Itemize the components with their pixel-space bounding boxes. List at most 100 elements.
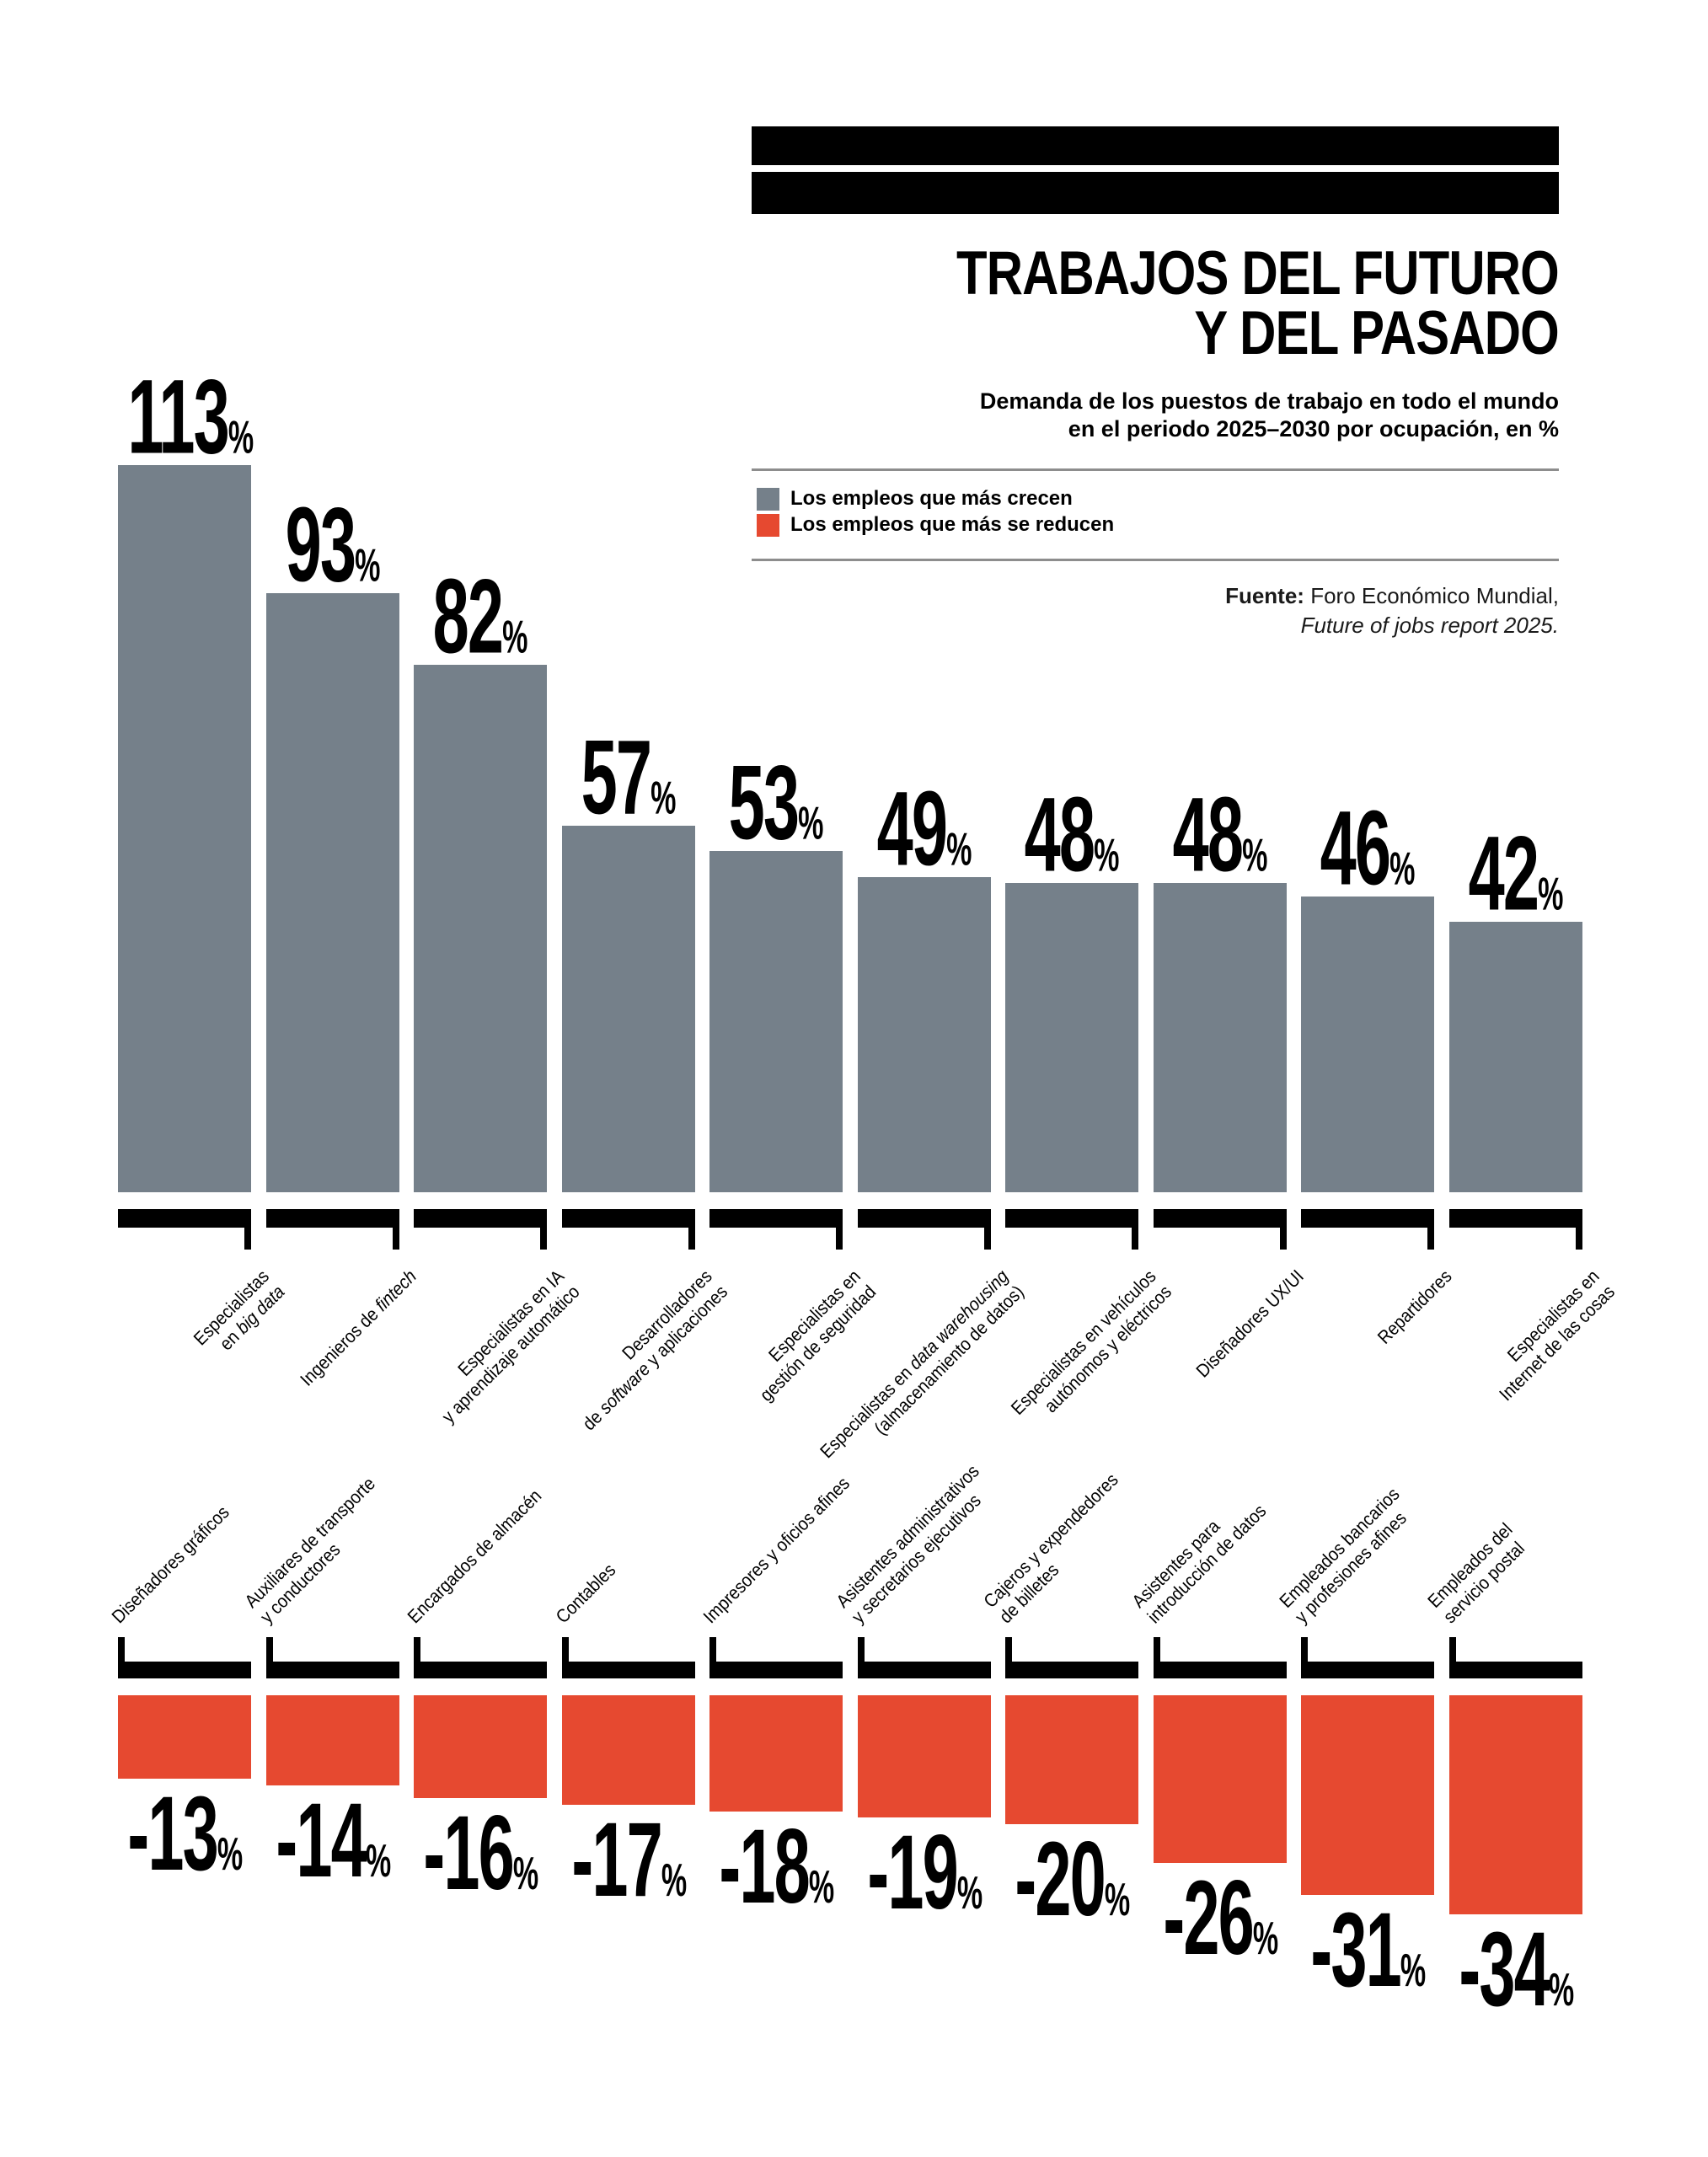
legend-label-shrink: Los empleos que más se reducen: [790, 513, 1115, 536]
decline-bar: [1153, 1695, 1287, 1863]
header-black-bar-top: [752, 126, 1559, 165]
axis-bracket-tick: [1132, 1209, 1138, 1250]
decline-bar: [857, 1695, 991, 1817]
grow-value-label: 46%: [1320, 789, 1416, 907]
legend-swatch-grow: [757, 487, 779, 511]
source-note: Fuente: Foro Económico Mundial, Future o…: [1225, 581, 1559, 640]
legend-rule-top: [752, 468, 1559, 471]
axis-bracket: [709, 1209, 843, 1228]
legend: Los empleos que más crecen Los empleos q…: [757, 487, 1114, 539]
source-label: Fuente:: [1225, 583, 1304, 608]
grow-value-label: 57%: [581, 719, 676, 837]
axis-bracket-tick: [392, 1209, 399, 1250]
axis-bracket: [118, 1662, 251, 1678]
grow-bar: [414, 665, 547, 1192]
percent-sign: %: [1104, 1873, 1131, 1925]
grow-bar: [118, 465, 251, 1192]
category-label: Impresores y oficios afines: [699, 1472, 854, 1628]
axis-bracket: [857, 1209, 991, 1228]
axis-bracket-tick: [1448, 1637, 1456, 1678]
category-label: Especialistas en Internet de las cosas: [1495, 1266, 1620, 1405]
grow-value-label: 48%: [1024, 776, 1120, 894]
axis-bracket-tick: [561, 1637, 569, 1678]
decline-value-label: -14%: [275, 1782, 391, 1899]
legend-label-grow: Los empleos que más crecen: [790, 487, 1073, 510]
grow-value-label: 93%: [285, 486, 380, 604]
grow-bar: [1448, 922, 1582, 1192]
axis-bracket-tick: [1301, 1637, 1308, 1678]
axis-bracket: [1448, 1209, 1582, 1228]
page-title-line1: TRABAJOS DEL FUTURO: [956, 239, 1560, 308]
category-label: Asistentes para introducción de datos: [1127, 1500, 1270, 1628]
category-label: Cajeros y expendedores de billetes: [979, 1469, 1122, 1628]
axis-bracket: [1301, 1662, 1434, 1678]
axis-bracket-tick: [983, 1209, 991, 1250]
grow-value-label: 42%: [1468, 815, 1563, 933]
decline-value-label: -26%: [1162, 1860, 1278, 1977]
axis-bracket-tick: [118, 1637, 125, 1678]
grow-bar: [857, 877, 991, 1192]
grow-bar: [1005, 883, 1138, 1192]
axis-bracket: [414, 1662, 547, 1678]
decline-value-label: -19%: [866, 1814, 983, 1931]
grow-bar: [265, 593, 399, 1192]
axis-bracket-tick: [857, 1637, 865, 1678]
percent-sign: %: [956, 1866, 983, 1919]
percent-sign: %: [1241, 828, 1267, 881]
legend-swatch-shrink: [757, 513, 779, 537]
grow-value-label: 48%: [1172, 776, 1267, 894]
axis-bracket-tick: [1279, 1209, 1287, 1250]
axis-bracket: [857, 1662, 991, 1678]
axis-bracket-tick: [265, 1637, 273, 1678]
percent-sign: %: [1537, 867, 1563, 920]
axis-bracket: [1153, 1209, 1287, 1228]
decline-bar: [1301, 1695, 1434, 1895]
percent-sign: %: [228, 410, 254, 463]
category-label: Especialistas en big data: [189, 1266, 289, 1355]
decline-value-label: -34%: [1458, 1911, 1574, 2028]
decline-bar: [1005, 1695, 1138, 1824]
category-label: Repartidores: [1373, 1266, 1456, 1348]
category-label: Diseñadores gráficos: [107, 1501, 233, 1628]
percent-sign: %: [1548, 1963, 1574, 2015]
source-line2: Future of jobs report 2025.: [1300, 613, 1559, 639]
page-subtitle: Demanda de los puestos de trabajo en tod…: [980, 388, 1559, 443]
decline-value-label: -20%: [1015, 1821, 1131, 1938]
axis-bracket-tick: [836, 1209, 843, 1250]
percent-sign: %: [808, 1860, 835, 1913]
decline-value-label: -31%: [1310, 1892, 1427, 2009]
axis-bracket: [561, 1662, 695, 1678]
category-label: Asistentes administrativos y secretarios …: [831, 1460, 985, 1628]
page-subtitle-line2: en el periodo 2025–2030 por ocupación, e…: [1068, 415, 1559, 442]
category-label: Especialistas en IA y aprendizaje automát…: [437, 1266, 585, 1427]
page-title-line2: Y DEL PASADO: [1194, 298, 1559, 367]
percent-sign: %: [354, 538, 380, 591]
decline-bar: [118, 1695, 251, 1779]
category-label: Ingenieros de fintech: [296, 1266, 421, 1390]
header-black-bar-bottom: [752, 172, 1559, 214]
axis-bracket: [265, 1209, 399, 1228]
axis-bracket: [709, 1662, 843, 1678]
axis-bracket-tick: [244, 1209, 251, 1250]
axis-bracket-tick: [1575, 1209, 1582, 1250]
axis-bracket: [1301, 1209, 1434, 1228]
percent-sign: %: [502, 610, 528, 663]
category-label: Empleados bancarios y profesiones afines: [1275, 1483, 1411, 1628]
category-label: Empleados del servicio postal: [1422, 1518, 1529, 1628]
grow-bar: [1301, 897, 1434, 1192]
legend-item-grow: Los empleos que más crecen: [757, 487, 1114, 511]
axis-bracket: [265, 1662, 399, 1678]
grow-bar: [709, 851, 843, 1192]
percent-sign: %: [798, 796, 824, 849]
category-label: Contables: [551, 1559, 619, 1628]
decline-value-label: -13%: [127, 1775, 244, 1892]
grow-value-label: 49%: [876, 770, 972, 888]
category-label: Especialistas en vehículos autónomos y el…: [1006, 1266, 1176, 1419]
decline-value-label: -16%: [423, 1795, 539, 1912]
category-label: Diseñadores UX/UI: [1191, 1266, 1309, 1382]
axis-bracket: [1448, 1662, 1582, 1678]
grow-value-label: 82%: [432, 558, 528, 676]
axis-bracket-tick: [709, 1637, 716, 1678]
percent-sign: %: [1400, 1944, 1427, 1996]
